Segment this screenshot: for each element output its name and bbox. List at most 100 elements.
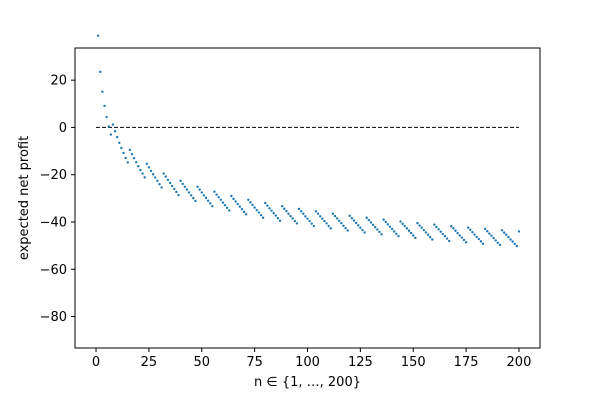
scatter-point [335, 217, 339, 220]
x-tick-label: 150 [401, 355, 426, 370]
scatter-point [467, 226, 470, 229]
scatter-point [321, 217, 324, 220]
scatter-point [392, 230, 396, 233]
scatter-point [111, 123, 115, 126]
scatter-point [399, 220, 402, 223]
scatter-point [173, 187, 176, 191]
scatter-point [198, 188, 201, 191]
x-tick-label: 25 [141, 355, 158, 370]
scatter-point [293, 219, 297, 223]
scatter-point [363, 231, 366, 234]
scatter-point [350, 217, 354, 220]
scatter-point [422, 228, 426, 232]
scatter-point [122, 151, 125, 155]
scatter-point [382, 218, 385, 221]
scatter-point [278, 219, 282, 223]
scatter-point [259, 213, 263, 217]
scatter-point [318, 215, 322, 218]
scatter-point [445, 237, 449, 240]
scatter-point [502, 231, 506, 234]
scatter-point [211, 204, 214, 208]
scatter-point [272, 212, 275, 215]
scatter-point [380, 233, 383, 236]
scatter-point [128, 148, 132, 152]
scatter-point [452, 227, 455, 230]
scatter-point [238, 205, 242, 208]
scatter-point [179, 179, 182, 183]
scatter-point [403, 224, 406, 228]
x-tick-label: 200 [507, 355, 532, 370]
scatter-point [304, 215, 307, 218]
scatter-point [424, 231, 428, 234]
scatter-point [143, 176, 146, 179]
scatter-point [223, 204, 227, 207]
scatter-point [255, 208, 258, 212]
scatter-point [458, 234, 461, 237]
scatter-point [139, 168, 142, 172]
scatter-point [306, 217, 309, 220]
scatter-point [401, 222, 404, 226]
scatter-point [221, 201, 225, 204]
scatter-point [310, 222, 313, 225]
scatter-point [240, 208, 244, 211]
scatter-point [490, 234, 493, 237]
scatter-point [469, 228, 472, 231]
scatter-point [327, 224, 330, 228]
scatter-point [181, 182, 184, 186]
scatter-point [479, 240, 483, 243]
scatter-point [253, 206, 256, 209]
scatter-point [285, 209, 288, 213]
scatter-point [251, 203, 254, 207]
scatter-point [384, 220, 387, 224]
scatter-point [416, 221, 419, 225]
scatter-point [414, 236, 417, 240]
scatter-point [126, 161, 129, 164]
scatter-point [471, 230, 474, 234]
scatter-point [120, 146, 123, 150]
y-tick-label: −60 [40, 263, 67, 278]
scatter-point [113, 130, 117, 133]
scatter-point [270, 209, 273, 212]
scatter-point [244, 212, 248, 216]
y-tick-label: −20 [40, 168, 67, 183]
scatter-point [213, 190, 216, 193]
scatter-point [376, 228, 379, 231]
scatter-point [412, 234, 415, 237]
scatter-point [443, 234, 447, 238]
scatter-point [450, 225, 453, 228]
scatter-point [486, 230, 489, 233]
x-axis-ticks: 0 25 50 75 100 125 150 175 200 [92, 348, 531, 370]
scatter-point [325, 222, 328, 225]
scatter-point [513, 242, 516, 246]
scatter-point [289, 214, 292, 218]
scatter-point [331, 212, 335, 215]
scatter-point [115, 135, 119, 139]
scatter-point [464, 241, 468, 244]
scatter-point [145, 162, 148, 166]
scatter-point [409, 231, 413, 235]
scatter-point [352, 219, 356, 222]
scatter-point [386, 223, 390, 226]
scatter-point [369, 221, 373, 224]
scatter-point [200, 191, 203, 194]
scatter-point [302, 212, 305, 215]
scatter-point [395, 232, 398, 236]
x-tick-label: 125 [348, 355, 373, 370]
scatter-point [96, 34, 100, 37]
scatter-point [183, 185, 187, 188]
scatter-point [378, 230, 381, 234]
scatter-point [314, 210, 318, 213]
scatter-point [170, 184, 174, 188]
scatter-point [261, 216, 265, 219]
scatter-point [187, 191, 191, 194]
scatter-point [135, 160, 138, 164]
scatter-point [124, 156, 127, 160]
scatter-point [118, 141, 121, 144]
scatter-point [338, 219, 341, 223]
scatter-point [460, 236, 464, 239]
scatter-point [308, 219, 311, 223]
scatter-point [287, 212, 290, 215]
plot-marks [96, 34, 521, 248]
scatter-point [418, 224, 421, 227]
